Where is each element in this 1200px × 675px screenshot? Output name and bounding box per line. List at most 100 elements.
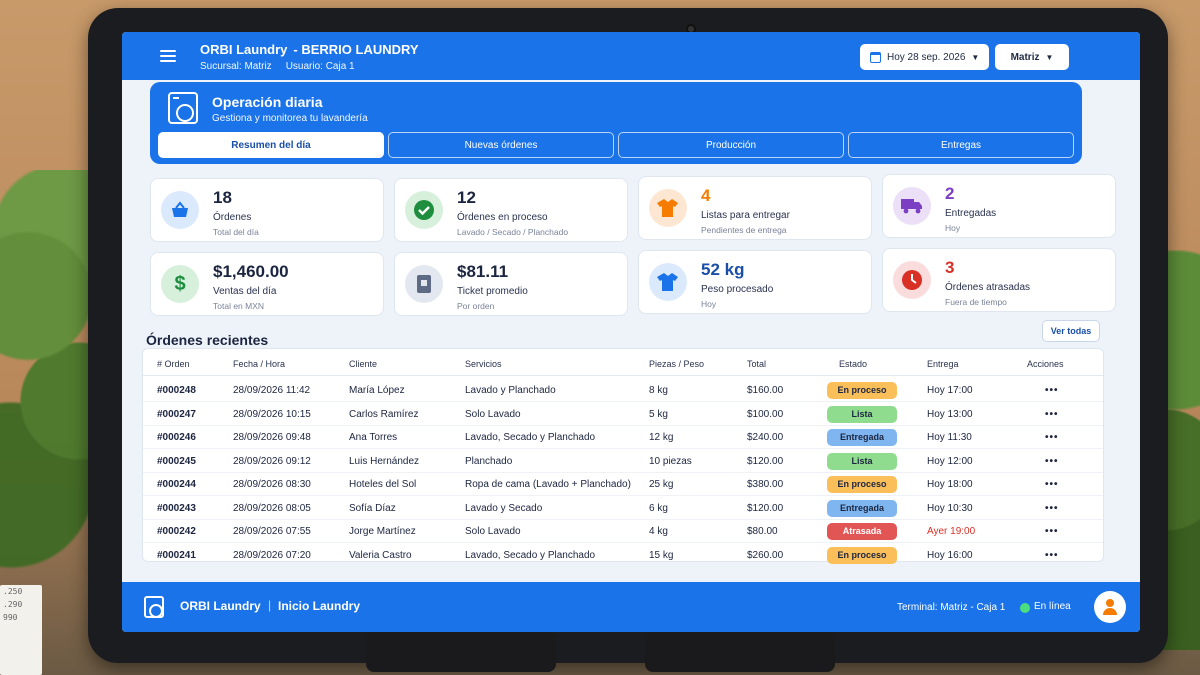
branch-info: Sucursal: Matriz <box>200 61 272 72</box>
orders-table: # Orden Fecha / Hora Cliente Servicios P… <box>142 348 1104 567</box>
more-actions-icon[interactable]: ••• <box>1045 526 1059 537</box>
clock-icon <box>893 261 931 299</box>
chevron-down-icon: ▼ <box>971 52 980 62</box>
date-picker-button[interactable]: Hoy 28 sep. 2026 ▼ <box>860 44 990 70</box>
stat-value: 2 <box>945 184 955 203</box>
recent-orders-title: Órdenes recientes <box>146 332 269 348</box>
receipt-line: .290 <box>3 600 23 609</box>
status-cell: Entregada <box>827 499 897 517</box>
order-services: Lavado y Secado <box>465 502 543 514</box>
order-number: #000247 <box>157 408 196 420</box>
stat-value: 12 <box>457 188 476 207</box>
stat-card-sales[interactable]: $ $1,460.00 Ventas del día Total en MXN <box>150 252 384 316</box>
stat-label: Entregadas <box>945 208 997 219</box>
table-row[interactable]: #000244 28/09/2026 08:30 Hoteles del Sol Ro… <box>143 473 1103 496</box>
table-row[interactable]: #000241 28/09/2026 07:20 Valeria Castro Lav… <box>143 544 1103 567</box>
order-services: Lavado y Planchado <box>465 385 556 396</box>
more-actions-icon[interactable]: ••• <box>1045 502 1059 514</box>
table-row[interactable]: #000246 28/09/2026 09:48 Ana Torres Lavado,… <box>143 426 1103 449</box>
stat-card-avg-ticket[interactable]: $81.11 Ticket promedio Por orden <box>394 252 628 316</box>
tablet-stand-left <box>366 632 556 672</box>
tab-nuevas-ordenes[interactable]: Nuevas órdenes <box>388 132 614 158</box>
stat-label: Órdenes <box>213 212 252 223</box>
date-label: Hoy 28 sep. 2026 <box>887 51 966 63</box>
order-services: Lavado, Secado y Planchado <box>465 549 596 561</box>
order-date: 28/09/2026 08:30 <box>233 479 311 490</box>
tablet-stand-right <box>645 632 835 672</box>
footer-section[interactable]: Inicio Laundry <box>278 599 361 613</box>
more-actions-icon[interactable]: ••• <box>1045 479 1059 490</box>
check-icon <box>405 191 443 229</box>
order-client: Ana Torres <box>349 432 398 443</box>
more-actions-icon[interactable]: ••• <box>1045 385 1059 396</box>
chevron-down-icon: ▼ <box>1045 52 1054 62</box>
tab-resumen[interactable]: Resumen del día <box>158 132 384 158</box>
online-status: En línea <box>1034 601 1071 612</box>
table-row[interactable]: #000245 28/09/2026 09:12 Luis Hernández Pla… <box>143 450 1103 473</box>
paper-receipt: .250 .290 990 <box>0 585 42 675</box>
tab-entregas[interactable]: Entregas <box>848 132 1074 158</box>
basket-icon <box>161 191 199 229</box>
order-date: 28/09/2026 07:20 <box>233 549 311 561</box>
stat-label: Listas para entregar <box>701 210 790 221</box>
dollar-icon: $ <box>161 265 199 303</box>
order-number: #000248 <box>157 385 196 396</box>
status-cell: En proceso <box>827 546 897 564</box>
stat-value: $81.11 <box>457 262 509 281</box>
stat-label: Ticket promedio <box>457 286 528 297</box>
order-client: Luis Hernández <box>349 455 420 467</box>
stat-card-ready[interactable]: 4 Listas para entregar Pendientes de ent… <box>638 176 872 240</box>
stat-hint: Lavado / Secado / Planchado <box>457 227 569 237</box>
user-info: Usuario: Caja 1 <box>285 61 355 72</box>
stat-value: 4 <box>701 186 711 205</box>
order-quantity: 8 kg <box>649 385 668 396</box>
receipt-line: .250 <box>3 587 23 596</box>
more-actions-icon[interactable]: ••• <box>1045 549 1059 561</box>
col-total: Total <box>747 359 767 369</box>
user-avatar[interactable] <box>1094 591 1126 623</box>
branch-select[interactable]: Matriz ▼ <box>995 44 1069 70</box>
order-client: María López <box>349 385 405 396</box>
order-client: Valeria Castro <box>349 549 412 561</box>
tab-produccion[interactable]: Producción <box>618 132 844 158</box>
stat-label: Ventas del día <box>213 286 277 297</box>
table-row[interactable]: #000247 28/09/2026 10:15 Carlos Ramírez Sol… <box>143 403 1103 426</box>
order-total: $100.00 <box>747 408 784 420</box>
more-actions-icon[interactable]: ••• <box>1045 432 1059 443</box>
order-number: #000245 <box>157 455 196 467</box>
menu-icon[interactable] <box>160 50 176 62</box>
order-number: #000246 <box>157 432 196 443</box>
stat-card-late[interactable]: 3 Órdenes atrasadas Fuera de tiempo <box>882 248 1116 312</box>
stat-card-orders[interactable]: 18 Órdenes Total del día <box>150 178 384 242</box>
order-delivery: Hoy 17:00 <box>927 385 973 396</box>
order-client: Carlos Ramírez <box>349 408 419 420</box>
order-quantity: 6 kg <box>649 502 668 514</box>
order-total: $120.00 <box>747 502 784 514</box>
footer-brand: ORBI Laundry <box>180 599 261 613</box>
stat-hint: Hoy <box>701 299 717 309</box>
table-row[interactable]: #000243 28/09/2026 08:05 Sofía Díaz Lavado … <box>143 497 1103 520</box>
order-date: 28/09/2026 09:12 <box>233 455 311 467</box>
order-quantity: 10 piezas <box>649 455 692 467</box>
app-screen: ORBI Laundry - BERRIO LAUNDRY Sucursal: M… <box>122 32 1140 632</box>
more-actions-icon[interactable]: ••• <box>1045 455 1059 467</box>
order-services: Solo Lavado <box>465 526 521 537</box>
order-quantity: 15 kg <box>649 549 674 561</box>
stat-card-weight[interactable]: 52 kg Peso procesado Hoy <box>638 250 872 314</box>
order-quantity: 5 kg <box>649 408 668 420</box>
view-all-button[interactable]: Ver todas <box>1042 320 1100 342</box>
col-order: # Orden <box>157 359 190 369</box>
table-row[interactable]: #000248 28/09/2026 11:42 María López Lavado… <box>143 379 1103 402</box>
status-cell: Lista <box>827 452 897 470</box>
table-row[interactable]: #000242 28/09/2026 07:55 Jorge Martínez Sol… <box>143 520 1103 543</box>
order-client: Hoteles del Sol <box>349 479 417 490</box>
stat-hint: Fuera de tiempo <box>945 297 1007 307</box>
order-quantity: 25 kg <box>649 479 674 490</box>
order-client: Sofía Díaz <box>349 502 396 514</box>
operation-tabs: Resumen del día Nuevas órdenes Producció… <box>158 132 1074 158</box>
top-bar: ORBI Laundry - BERRIO LAUNDRY Sucursal: M… <box>122 32 1140 80</box>
order-delivery: Hoy 11:30 <box>927 432 972 443</box>
stat-card-in-process[interactable]: 12 Órdenes en proceso Lavado / Secado / … <box>394 178 628 242</box>
more-actions-icon[interactable]: ••• <box>1045 408 1059 420</box>
stat-card-delivered[interactable]: 2 Entregadas Hoy <box>882 174 1116 238</box>
